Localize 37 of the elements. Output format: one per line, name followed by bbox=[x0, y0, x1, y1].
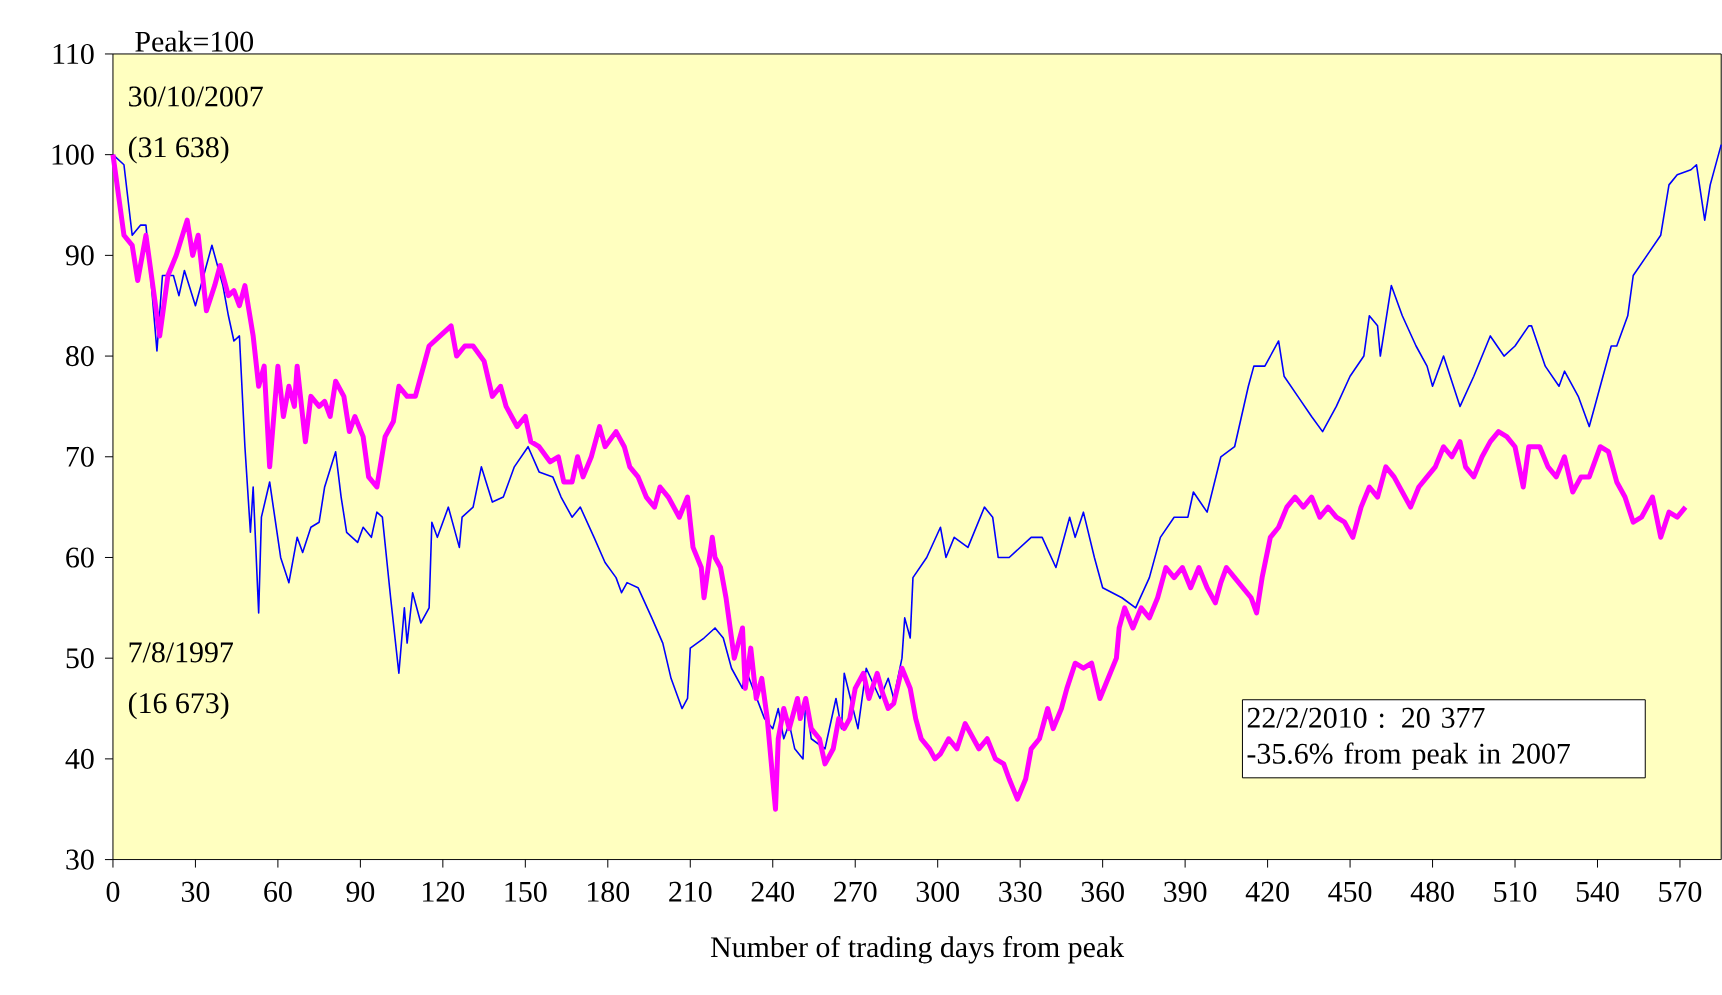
y-tick-label: 80 bbox=[66, 346, 94, 367]
x-tick-label: 240 bbox=[751, 881, 795, 903]
x-tick-label: 180 bbox=[588, 881, 630, 903]
x-tick-label: 150 bbox=[505, 881, 547, 903]
y-tick-label: 60 bbox=[66, 547, 94, 568]
x-tick-label: 330 bbox=[999, 881, 1042, 903]
x-tick-label: 300 bbox=[916, 881, 959, 903]
y-tick-label: 100 bbox=[52, 144, 94, 165]
annotation: 30/10/2007 bbox=[129, 86, 263, 107]
x-tick-label: 570 bbox=[1659, 881, 1702, 903]
annotation: -35.6% from peak in 2007 bbox=[1247, 742, 1570, 771]
y-tick-label: 30 bbox=[66, 849, 94, 870]
y-tick-label: 70 bbox=[66, 446, 94, 468]
annotation: (16 673) bbox=[128, 692, 229, 720]
x-tick-label: 360 bbox=[1081, 881, 1124, 903]
x-tick-label: 390 bbox=[1164, 881, 1207, 903]
annotation: 7/8/1997 bbox=[129, 642, 233, 663]
x-tick-label: 450 bbox=[1328, 881, 1372, 903]
annotation: (31 638) bbox=[128, 136, 229, 164]
x-tick-label: 480 bbox=[1410, 881, 1454, 903]
x-tick-label: 30 bbox=[181, 881, 210, 903]
y-tick-label: 50 bbox=[66, 648, 94, 669]
x-tick-label: 510 bbox=[1494, 881, 1537, 903]
x-tick-label: 90 bbox=[346, 881, 375, 903]
x-tick-label: 210 bbox=[669, 881, 712, 903]
y-tick-label: 90 bbox=[65, 245, 94, 266]
x-tick-label: 420 bbox=[1245, 881, 1289, 903]
y-axis-title: Peak=100 bbox=[135, 30, 254, 53]
x-tick-label: 120 bbox=[423, 881, 465, 903]
annotation: 22/2/2010 : 20 377 bbox=[1247, 707, 1485, 729]
y-tick-label: 110 bbox=[53, 44, 94, 65]
y-tick-label: 40 bbox=[65, 749, 94, 770]
x-axis-title: Number of trading days from peak bbox=[710, 936, 1125, 964]
x-tick-label: 540 bbox=[1576, 881, 1619, 903]
x-tick-label: 0 bbox=[106, 881, 120, 903]
x-tick-label: 60 bbox=[264, 881, 292, 903]
x-tick-label: 270 bbox=[834, 881, 877, 903]
